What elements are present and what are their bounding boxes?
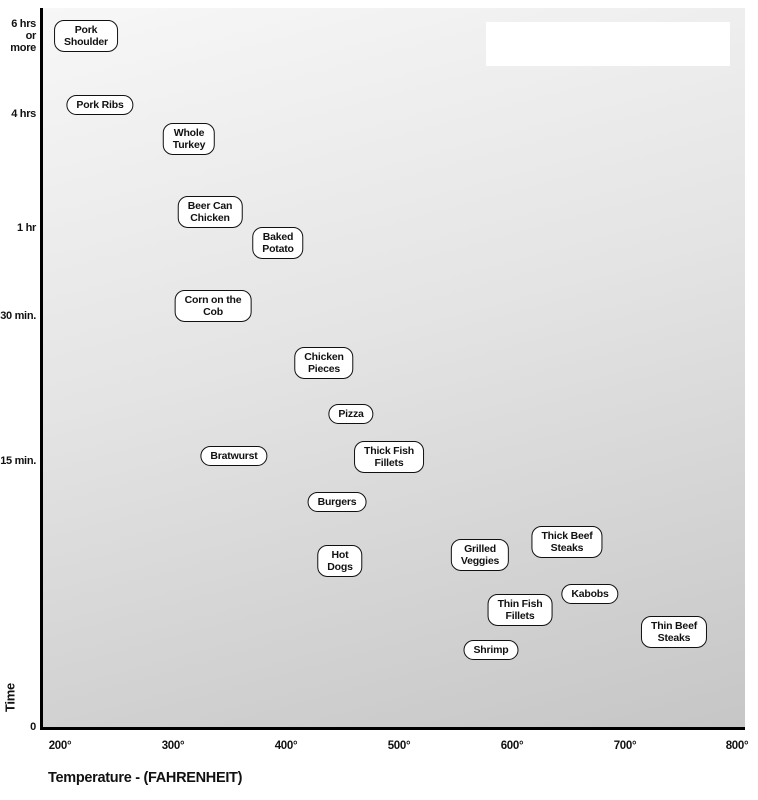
food-label: Thick Beef Steaks <box>531 525 603 559</box>
y-tick-label: 0 <box>30 720 36 733</box>
y-tick-label: 30 min. <box>0 309 36 322</box>
x-tick-label: 400° <box>274 740 298 752</box>
x-tick-label: 300° <box>161 740 185 752</box>
food-label: Thin Beef Steaks <box>640 615 708 649</box>
x-tick-label: 600° <box>500 740 524 752</box>
food-label: Burgers <box>307 491 367 513</box>
food-label: Bratwurst <box>200 445 268 467</box>
x-axis-title: Temperature - (FAHRENHEIT) <box>48 770 243 786</box>
food-label: Chicken Pieces <box>294 346 354 380</box>
x-tick-label: 700° <box>613 740 637 752</box>
food-label: Thick Fish Fillets <box>354 440 424 474</box>
x-tick-label: 500° <box>387 740 411 752</box>
y-tick-label: 1 hr <box>17 221 36 234</box>
food-label: Corn on the Cob <box>174 289 252 323</box>
y-tick-label: 4 hrs <box>11 107 36 120</box>
food-label: Grilled Veggies <box>450 538 510 572</box>
food-label: Whole Turkey <box>162 122 216 156</box>
blank-panel <box>486 22 730 66</box>
y-tick-label: 15 min. <box>0 454 36 467</box>
food-label: Thin Fish Fillets <box>487 593 553 627</box>
food-label: Hot Dogs <box>317 544 363 578</box>
x-tick-label: 200° <box>48 740 72 752</box>
food-label: Pork Ribs <box>66 94 134 116</box>
food-label: Shrimp <box>463 639 519 661</box>
x-tick-label: 800° <box>725 740 749 752</box>
food-label: Pizza <box>328 403 374 425</box>
food-label: Pork Shoulder <box>54 19 118 53</box>
food-label: Beer Can Chicken <box>177 195 243 229</box>
y-tick-label: 6 hrs or more <box>10 17 36 55</box>
plot-area <box>40 8 745 730</box>
food-label: Baked Potato <box>252 226 304 260</box>
food-label: Kabobs <box>561 583 619 605</box>
